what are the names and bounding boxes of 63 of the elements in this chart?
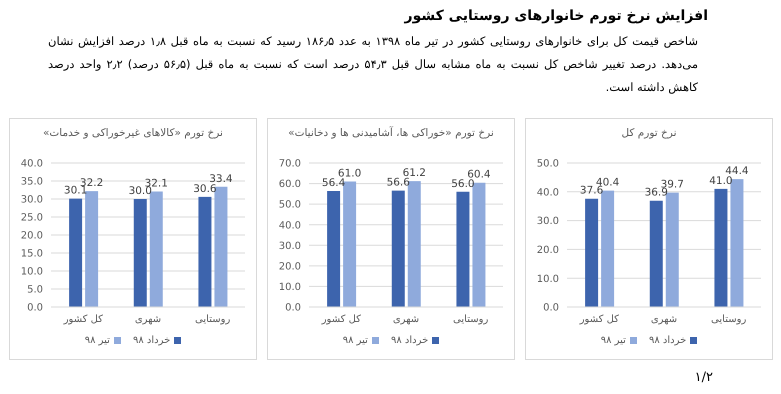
y-tick-label: 20.0 [20, 230, 43, 242]
data-label: 56.6 [386, 176, 410, 189]
y-tick-label: 30.0 [536, 216, 559, 228]
data-label: 41.0 [709, 174, 733, 187]
legend-label: تیر ۹۸ [600, 335, 626, 346]
y-tick-label: 40.0 [536, 187, 559, 198]
y-tick-label: 25.0 [20, 212, 43, 224]
y-tick-label: 20.0 [278, 261, 301, 272]
x-tick-label: روستایی [711, 314, 746, 326]
bar [666, 192, 679, 307]
data-label: 30.0 [128, 185, 152, 197]
y-tick-label: 70.0 [278, 158, 301, 170]
legend-label: تیر ۹۸ [84, 335, 110, 346]
legend-label: خرداد ۹۸ [390, 335, 428, 346]
legend-label: خرداد ۹۸ [132, 335, 170, 346]
y-tick-label: 60.0 [278, 179, 301, 190]
y-tick-label: 0.0 [27, 302, 43, 314]
bar [472, 182, 486, 307]
text: شاخص قیمت کل برای خانوارهای روستایی کشور در تیر ماه ۱۳۹۸ به عدد ۱۸۶٫۵ رسید که نسبت به ماه قبل ۱٫۸ درصد افزایش نشان می‌دهد. درصد تغییر شاخص کل نسبت به ماه مشابه سال قبل ۵۴٫۳ درصد است که نسبت به ماه قبل (۵۶٫۵ درصد) ۲٫۲ واحد درصد کاهش داشته است. [48, 33, 699, 96]
y-tick-label: 40.0 [20, 158, 43, 170]
legend-label: تیر ۹۸ [342, 335, 368, 346]
x-tick-label: شهری [392, 314, 420, 326]
chart-title: نرخ تورم «کالاهای غیرخوراکی و خدمات» [43, 127, 223, 141]
bar [730, 179, 744, 307]
chart-title: نرخ تورم «خوراکی ها، آشامیدنی ها و دخانیات» [288, 127, 494, 141]
y-tick-label: 10.0 [278, 282, 301, 293]
y-tick-label: 10.0 [20, 266, 43, 278]
x-tick-label: کل کشور [320, 314, 362, 326]
bar [585, 198, 598, 307]
y-tick-label: 35.0 [20, 176, 43, 188]
y-tick-label: 5.0 [27, 284, 43, 296]
data-label: 56.4 [322, 176, 346, 189]
bar [650, 200, 663, 307]
x-tick-label: شهری [650, 314, 678, 326]
text: افزایش نرخ تورم خانوارهای روستایی کشور [402, 8, 709, 26]
y-tick-label: 40.0 [278, 220, 301, 232]
x-tick-label: روستایی [453, 314, 488, 326]
y-tick-label: 15.0 [20, 248, 43, 260]
bar [601, 190, 614, 307]
x-tick-label: روستایی [195, 314, 230, 326]
y-tick-label: 30.0 [20, 194, 43, 206]
x-tick-label: کل کشور [62, 314, 104, 326]
y-tick-label: 50.0 [278, 200, 301, 211]
data-label: 56.0 [451, 178, 475, 190]
y-tick-label: 30.0 [278, 240, 301, 252]
bar [456, 192, 470, 307]
bar [408, 181, 421, 307]
y-tick-label: 0.0 [543, 302, 559, 314]
y-tick-label: 0.0 [285, 302, 301, 314]
bar [392, 190, 405, 307]
data-label: 44.4 [725, 165, 749, 178]
text: ۱/۲ [694, 370, 713, 385]
x-tick-label: شهری [134, 314, 162, 326]
bar [327, 190, 340, 307]
y-tick-label: 10.0 [536, 274, 559, 285]
x-tick-label: کل کشور [578, 314, 620, 326]
bar [714, 188, 728, 307]
legend-label: خرداد ۹۸ [648, 335, 686, 346]
bar [343, 182, 356, 307]
y-tick-label: 50.0 [536, 158, 559, 170]
y-tick-label: 20.0 [536, 244, 559, 256]
chart-title: نرخ تورم کل [621, 127, 677, 141]
data-label: 33.4 [209, 172, 233, 185]
